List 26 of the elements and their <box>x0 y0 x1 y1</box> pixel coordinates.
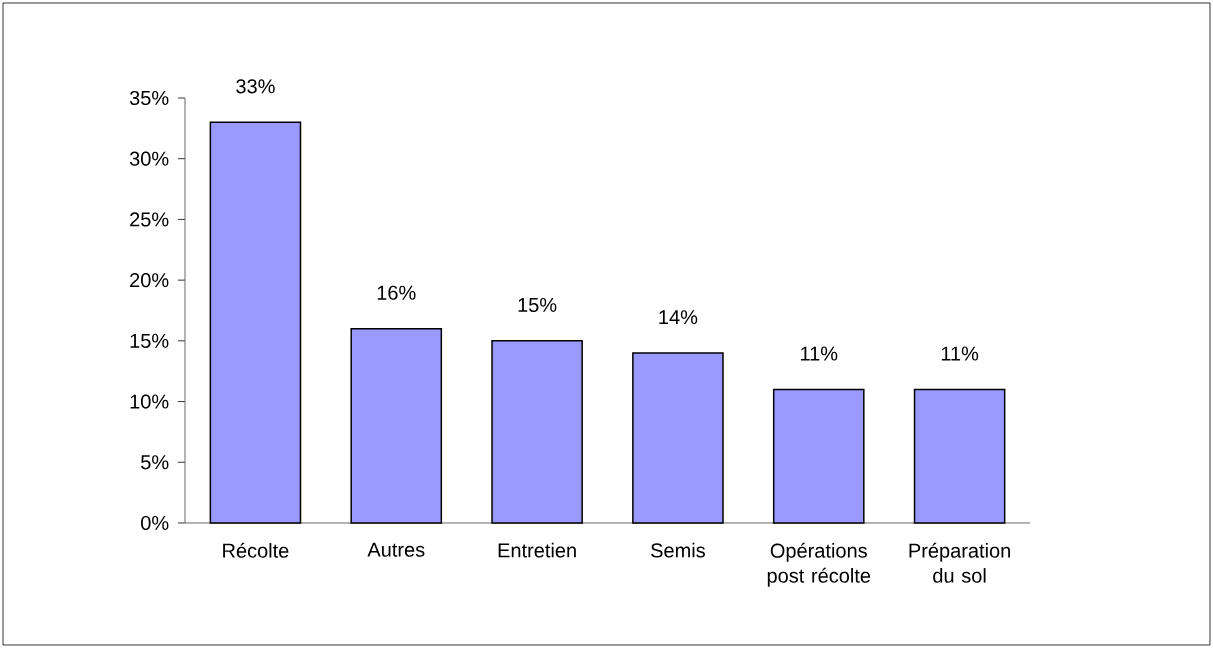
x-tick-label: Semis <box>651 542 705 558</box>
x-tick-label: Opérations post récolte <box>767 542 871 587</box>
y-tick-label: 15% <box>130 333 169 348</box>
x-tick-label: Autres <box>367 542 425 557</box>
bar <box>209 121 302 524</box>
bar <box>913 388 1006 524</box>
y-tick-label: 10% <box>130 394 169 409</box>
bar <box>632 352 724 524</box>
y-tick-label: 0% <box>141 515 169 531</box>
x-tick-label: Entretien <box>498 542 576 558</box>
data-label: 11% <box>801 346 838 361</box>
data-label: 33% <box>236 79 275 94</box>
y-tick-label: 5% <box>141 455 169 470</box>
data-label: 14% <box>659 310 698 325</box>
x-tick-label: Préparation du sol <box>909 542 1010 583</box>
y-tick-label: 20% <box>130 273 169 288</box>
bar <box>491 340 583 524</box>
data-label: 16% <box>377 285 416 300</box>
y-tick-label: 35% <box>129 90 169 106</box>
y-tick-label: 25% <box>130 212 169 227</box>
y-tick-label: 30% <box>129 151 169 166</box>
x-tick-label: Récolte <box>223 542 289 558</box>
data-label: 15% <box>518 297 557 312</box>
data-label: 11% <box>941 346 979 361</box>
bar <box>350 327 443 524</box>
bar <box>772 388 865 524</box>
